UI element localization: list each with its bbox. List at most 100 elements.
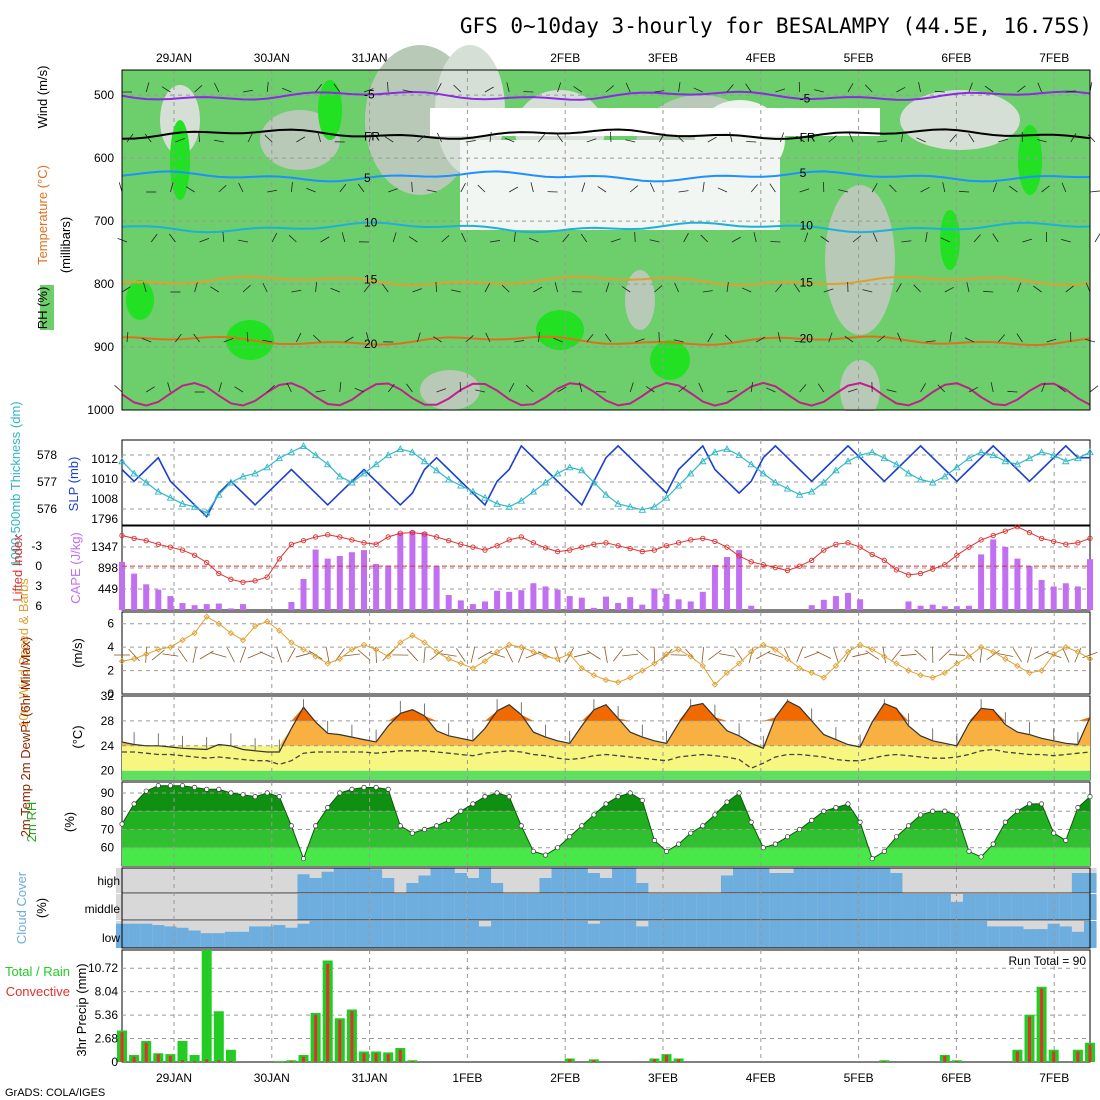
rh-moist-cell <box>650 340 690 380</box>
surface-wind-barb <box>783 647 792 663</box>
wind-barb <box>450 289 461 293</box>
lifted-axis-label: Lifted Index <box>10 534 25 602</box>
thickness-point <box>130 469 138 477</box>
cloud-middle-bg <box>249 894 262 920</box>
lifted-index-point <box>542 545 549 551</box>
rh-tick: 90 <box>101 786 115 800</box>
wind-barb <box>964 337 975 343</box>
cloud-layer-label-low: low <box>102 931 120 945</box>
wind-barb <box>194 282 198 293</box>
surface-wind-barb <box>162 653 179 657</box>
lifted-index-point <box>337 534 343 540</box>
lifted-index-point <box>252 578 258 584</box>
wind-barb <box>683 233 689 243</box>
wind-barb <box>384 136 394 143</box>
thickness-point <box>323 460 332 468</box>
wind-barb <box>557 82 562 93</box>
wind-speed-point <box>566 651 573 658</box>
cloud-middle-bar <box>769 894 782 920</box>
wind-barb <box>313 334 321 343</box>
cloud-high-bar <box>345 868 359 893</box>
rh-point <box>579 823 585 829</box>
wind-barb <box>621 286 631 293</box>
surface-wind-barb <box>177 648 188 662</box>
cloud-high-bar <box>539 878 553 893</box>
wind-speed-point <box>251 622 259 630</box>
wind-barb <box>990 382 994 393</box>
wind-speed-point <box>130 655 138 662</box>
thickness-point <box>674 481 683 489</box>
cloud-high-bg <box>914 868 928 893</box>
lifted-index-point <box>119 532 125 539</box>
temp-tick: 24 <box>101 739 115 753</box>
top-date-label: 30JAN <box>254 51 290 65</box>
cloud-high-bar <box>1071 873 1085 893</box>
wind-barb <box>330 287 340 293</box>
rh-point <box>555 845 561 851</box>
rh-point <box>676 841 682 847</box>
cloud-high-bar <box>757 868 770 893</box>
cloud-middle-bar <box>1023 894 1037 920</box>
wind-tick: 6 <box>107 617 114 631</box>
wind-barb <box>291 182 293 193</box>
wind-speed-point <box>639 667 646 674</box>
wind-tick: 0 <box>107 687 114 701</box>
lifted-index-point <box>191 552 198 558</box>
wind-barb <box>218 185 227 193</box>
cloud-low-bar <box>418 921 432 948</box>
cloud-high-bar <box>817 868 831 893</box>
cloud-middle-bar <box>575 894 589 920</box>
wind-barb <box>459 381 462 393</box>
surface-wind-barb <box>518 647 525 663</box>
cape-bar <box>433 566 440 610</box>
wind-barb <box>1094 233 1100 243</box>
rh-point <box>276 794 282 800</box>
wind-speed-point <box>191 629 198 637</box>
cloud-low-bar <box>188 930 202 948</box>
wind-barb <box>729 132 733 143</box>
wind-barb <box>1046 338 1057 343</box>
cloud-middle-bar <box>321 894 335 920</box>
cloud-middle-bar <box>551 894 565 920</box>
wind-barb <box>387 81 389 93</box>
cloud-middle-bar <box>1011 894 1024 920</box>
wind-speed-point <box>227 629 235 637</box>
wind-barb <box>175 138 185 143</box>
wind-barb <box>477 184 486 193</box>
cloud-low-bar <box>1023 929 1037 948</box>
lifted-index-point <box>361 540 367 546</box>
rh-point <box>240 792 246 798</box>
cloud-middle-bar <box>527 894 540 920</box>
rh-point <box>119 821 125 827</box>
surface-wind-barb <box>586 650 601 660</box>
cloud-low-bar <box>394 921 407 948</box>
precip-convective-bar <box>326 964 330 1062</box>
wind-barb <box>741 287 752 293</box>
isotherm-label: 15 <box>364 273 378 287</box>
wind-barb <box>1070 133 1077 143</box>
cloud-middle-bar <box>491 894 504 920</box>
thickness-point <box>432 466 441 474</box>
wind-speed-point <box>953 660 961 667</box>
temperature-axis-label: Temperature (°C) <box>35 165 50 265</box>
wind-barb <box>406 383 413 393</box>
rh-point <box>385 786 391 792</box>
cape-bar <box>663 593 670 610</box>
thickness-point <box>469 487 477 495</box>
wind-speed-point <box>929 674 936 681</box>
rh-dry-region <box>460 140 780 230</box>
rh-point <box>978 854 984 860</box>
wind-barb <box>296 332 302 343</box>
surface-wind-barb <box>1062 647 1070 663</box>
lifted-index-point <box>881 557 887 563</box>
cloud-middle-bar <box>563 894 577 920</box>
cloud-high-bar <box>551 868 565 893</box>
rh-point <box>990 841 996 847</box>
wind-barb <box>554 282 558 293</box>
cloud-middle-bar <box>926 894 940 920</box>
thickness-point <box>735 451 743 459</box>
precip-convective-bar <box>1040 988 1044 1062</box>
cloud-high-bg <box>128 868 141 893</box>
cloud-middle-bar <box>672 894 686 920</box>
bottom-date-label: 7FEB <box>1039 1071 1069 1085</box>
